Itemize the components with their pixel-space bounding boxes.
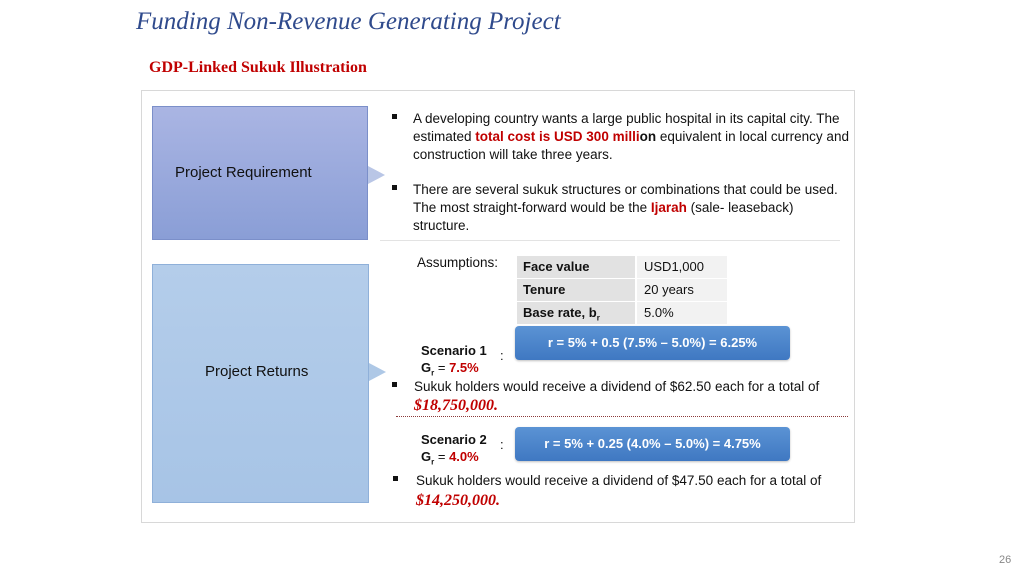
scenario-2-colon: :: [500, 437, 504, 452]
scenario-1-formula: r = 5% + 0.5 (7.5% – 5.0%) = 6.25%: [515, 326, 790, 360]
table-value: 5.0%: [637, 302, 727, 324]
scenario-2-formula: r = 5% + 0.25 (4.0% – 5.0%) = 4.75%: [515, 427, 790, 461]
project-returns-box: [152, 264, 369, 503]
section-divider: [380, 240, 840, 241]
scenario-2-growth: Gr = 4.0%: [421, 449, 479, 467]
scenario-2-amount: $14,250,000.: [416, 492, 500, 509]
slide-title: Funding Non-Revenue Generating Project: [136, 8, 561, 35]
scenario-1-text: Sukuk holders would receive a dividend o…: [414, 379, 820, 394]
requirement-arrow-icon: [368, 166, 385, 184]
table-row: Tenure 20 years: [517, 279, 727, 302]
bullet-icon: [392, 114, 397, 119]
scenario-1-title: Scenario 1: [421, 343, 487, 358]
scenario-divider: [396, 416, 848, 417]
table-key: Base rate, br: [517, 302, 635, 324]
table-key: Tenure: [517, 279, 635, 301]
scenario-1-growth: Gr = 7.5%: [421, 360, 479, 378]
bullet-icon: [392, 185, 397, 190]
table-key: Face value: [517, 256, 635, 278]
returns-arrow-icon: [369, 363, 386, 381]
project-returns-label: Project Returns: [205, 363, 309, 380]
content-frame: [141, 90, 855, 523]
requirement-bullet-1: A developing country wants a large publi…: [413, 111, 849, 162]
project-requirement-label: Project Requirement: [175, 164, 312, 181]
assumptions-label: Assumptions:: [417, 255, 499, 270]
bullet-icon: [392, 382, 397, 387]
page-number: 26: [999, 554, 1012, 566]
scenario-2-title: Scenario 2: [421, 432, 487, 447]
scenario-1-colon: :: [500, 348, 504, 363]
requirement-bullet-2: There are several sukuk structures or co…: [413, 182, 838, 233]
project-requirement-box: [152, 106, 368, 240]
table-row: Face value USD1,000: [517, 256, 727, 279]
table-value: 20 years: [637, 279, 727, 301]
scenario-1-amount: $18,750,000.: [414, 397, 498, 414]
table-row: Base rate, br 5.0%: [517, 302, 727, 325]
scenario-2-text: Sukuk holders would receive a dividend o…: [416, 473, 822, 488]
slide-subtitle: GDP-Linked Sukuk Illustration: [149, 59, 367, 76]
table-value: USD1,000: [637, 256, 727, 278]
bullet-icon: [393, 476, 398, 481]
